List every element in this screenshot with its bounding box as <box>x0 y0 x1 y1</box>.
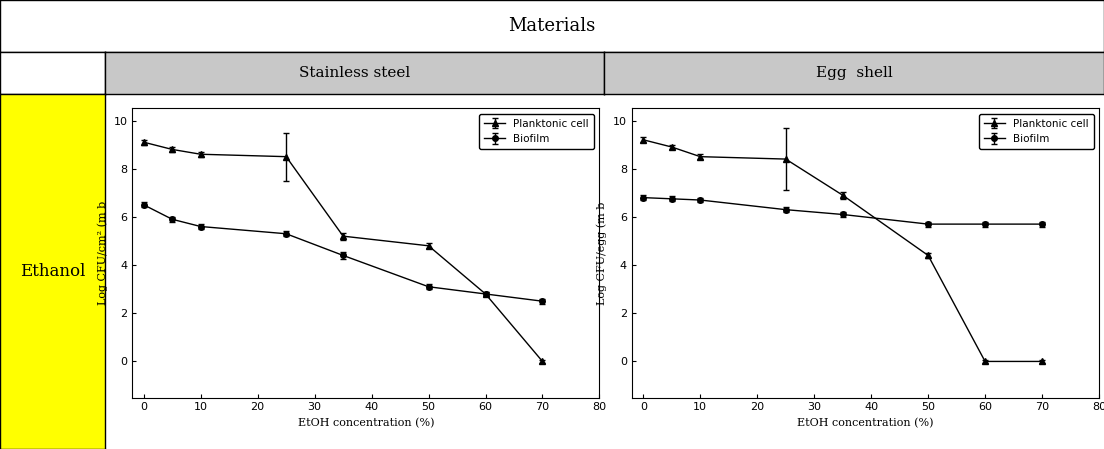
Y-axis label: Log CFU/cm² (m b: Log CFU/cm² (m b <box>97 201 108 305</box>
Legend: Planktonic cell, Biofilm: Planktonic cell, Biofilm <box>479 114 594 150</box>
Text: Ethanol: Ethanol <box>20 263 85 280</box>
Text: Egg  shell: Egg shell <box>816 66 893 80</box>
Text: Materials: Materials <box>508 17 596 35</box>
X-axis label: EtOH concentration (%): EtOH concentration (%) <box>298 418 434 428</box>
Text: Stainless steel: Stainless steel <box>299 66 411 80</box>
X-axis label: EtOH concentration (%): EtOH concentration (%) <box>797 418 934 428</box>
Legend: Planktonic cell, Biofilm: Planktonic cell, Biofilm <box>978 114 1094 150</box>
Y-axis label: Log CFU/egg (m b: Log CFU/egg (m b <box>597 201 607 305</box>
